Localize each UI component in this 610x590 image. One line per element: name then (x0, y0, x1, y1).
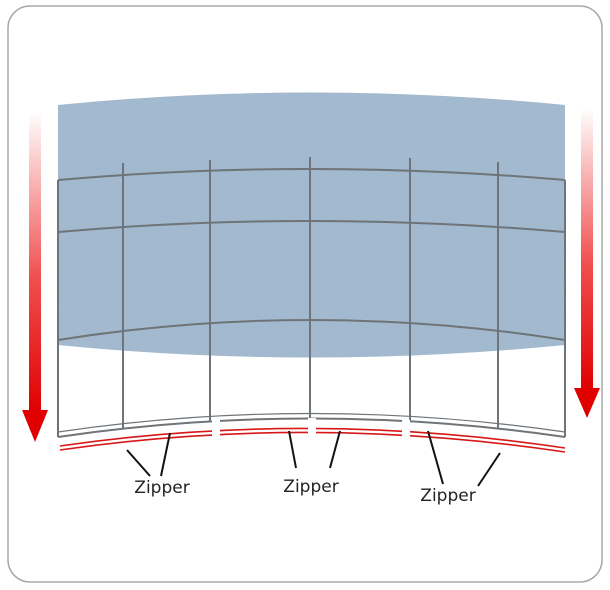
zipper-label: Zipper (134, 478, 189, 498)
arrow-right (574, 108, 600, 418)
tube-frame (57, 157, 566, 438)
fabric-panel (58, 92, 565, 358)
leader-lines (126, 430, 501, 487)
zipper-gaps (212, 418, 410, 440)
zipper-label: Zipper (420, 486, 475, 506)
arrow-left (22, 112, 48, 442)
zipper-label: Zipper (283, 477, 338, 497)
